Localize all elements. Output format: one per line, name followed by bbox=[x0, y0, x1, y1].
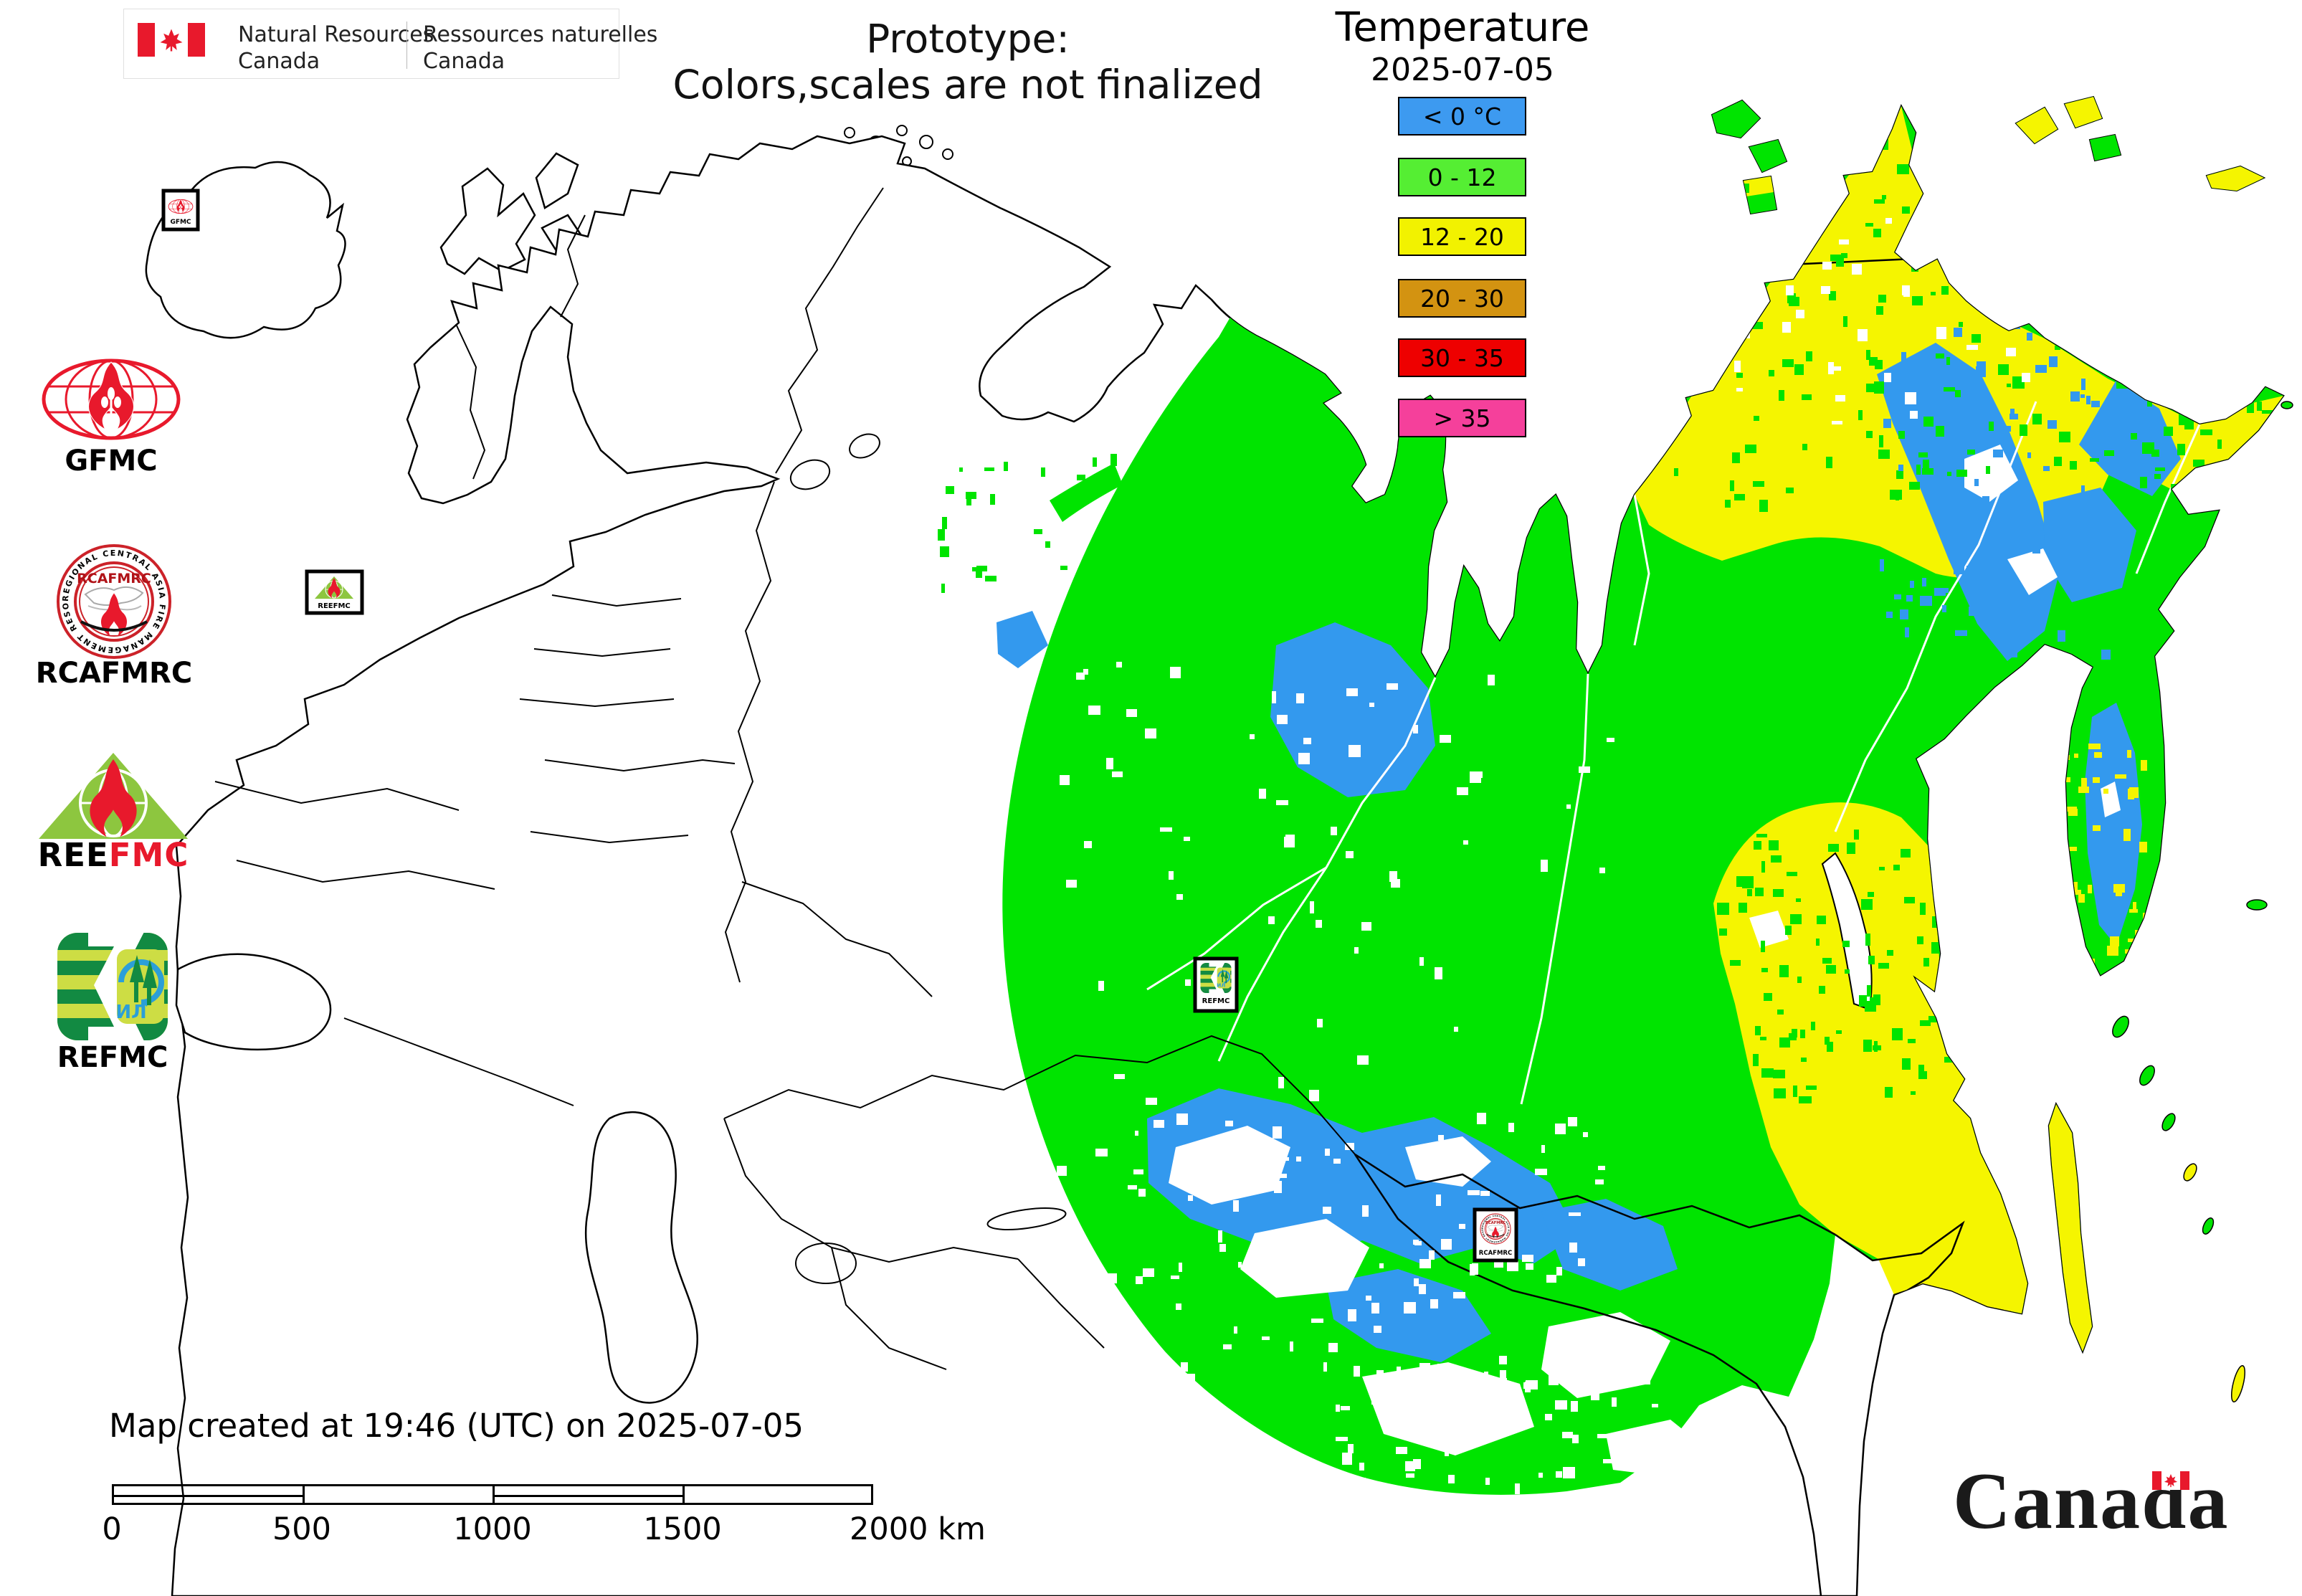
borders-europe bbox=[214, 187, 1356, 1370]
nrcan-signature bbox=[123, 9, 619, 79]
refmc-logo bbox=[57, 929, 168, 1044]
nrcan-fr-line2: Canada bbox=[423, 49, 505, 74]
black-sea bbox=[175, 953, 332, 1051]
blue-chukotka bbox=[2079, 380, 2181, 496]
canada-wordmark-flag-icon bbox=[2152, 1471, 2189, 1490]
blue-kamchatka bbox=[2085, 703, 2142, 946]
map-marker-rcafmrc-label: RCAFMRC bbox=[1479, 1250, 1512, 1257]
scale-tick-0: 0 bbox=[102, 1511, 122, 1547]
legend-item-12-20: 12 - 20 bbox=[1398, 217, 1526, 256]
map-marker-gfmc: GFMC bbox=[161, 189, 200, 232]
scale-bar bbox=[112, 1484, 873, 1505]
map-marker-reefmc: REEFMC bbox=[305, 569, 364, 615]
scale-tick-2000km: 2000 km bbox=[850, 1511, 986, 1547]
caspian-sea bbox=[584, 1111, 699, 1404]
blue-putorana bbox=[1270, 622, 1435, 797]
legend-item-below-0: < 0 °C bbox=[1398, 97, 1526, 136]
prototype-line1: Prototype: bbox=[866, 16, 1070, 62]
prototype-warning: Prototype: Colors,scales are not finaliz… bbox=[545, 16, 1391, 108]
nrcan-en-line2: Canada bbox=[238, 49, 320, 74]
legend-date: 2025-07-05 bbox=[1371, 52, 1554, 88]
nrcan-wordmark-en: Natural Resources Canada bbox=[238, 22, 434, 75]
legend-item-0-12: 0 - 12 bbox=[1398, 158, 1526, 196]
rivers bbox=[1146, 401, 2201, 1105]
nrcan-en-line1: Natural Resources bbox=[238, 22, 434, 47]
rcafmrc-label: RCAFMRC bbox=[35, 657, 193, 690]
map-marker-refmc-label: REFMC bbox=[1202, 997, 1230, 1005]
legend-item-20-30: 20 - 30 bbox=[1398, 279, 1526, 318]
island-iceland bbox=[145, 161, 346, 339]
map-marker-refmc: REFMC bbox=[1193, 956, 1239, 1013]
prototype-line2: Colors,scales are not finalized bbox=[672, 62, 1263, 108]
scale-tick-500: 500 bbox=[272, 1511, 332, 1547]
yellow-amur bbox=[1713, 802, 2027, 1314]
map-marker-gfmc-label: GFMC bbox=[170, 219, 191, 226]
maple-leaf-icon bbox=[2164, 1473, 2178, 1488]
refmc-label: REFMC bbox=[57, 1041, 168, 1074]
nrcan-divider bbox=[406, 22, 407, 69]
map-created-text: Map created at 19:46 (UTC) on 2025-07-05 bbox=[109, 1407, 804, 1445]
nrcan-fr-line1: Ressources naturelles bbox=[423, 22, 658, 47]
map-marker-rcafmrc: RCAFMRC bbox=[1473, 1207, 1518, 1263]
rcafmrc-logo bbox=[58, 546, 170, 657]
gfmc-logo bbox=[44, 361, 179, 438]
nrcan-wordmark-fr: Ressources naturelles Canada bbox=[423, 22, 657, 75]
scale-tick-1500: 1500 bbox=[643, 1511, 722, 1547]
white-mountain-patches bbox=[1169, 445, 2121, 1477]
maple-leaf-icon bbox=[160, 29, 183, 51]
legend-item-above-35: > 35 bbox=[1398, 399, 1526, 437]
reefmc-label-red: FMC bbox=[108, 836, 189, 874]
reefmc-label: REEFMC bbox=[20, 836, 206, 874]
scale-tick-1000: 1000 bbox=[453, 1511, 532, 1547]
canada-flag-icon bbox=[138, 23, 205, 57]
reefmc-logo bbox=[39, 753, 188, 839]
islands-svalbard bbox=[439, 152, 584, 275]
map-marker-reefmc-label: REEFMC bbox=[318, 602, 350, 610]
legend-item-30-35: 30 - 35 bbox=[1398, 338, 1526, 377]
legend-title: Temperature bbox=[1335, 4, 1590, 51]
kuril-commander-islands bbox=[2112, 401, 2293, 1403]
reefmc-label-black: REE bbox=[37, 836, 109, 874]
blue-verkhoyansk bbox=[1877, 343, 2059, 661]
canada-wordmark: Canada bbox=[1953, 1457, 2230, 1546]
gfmc-label: GFMC bbox=[65, 445, 158, 478]
lakes-and-seas bbox=[175, 433, 1067, 1404]
